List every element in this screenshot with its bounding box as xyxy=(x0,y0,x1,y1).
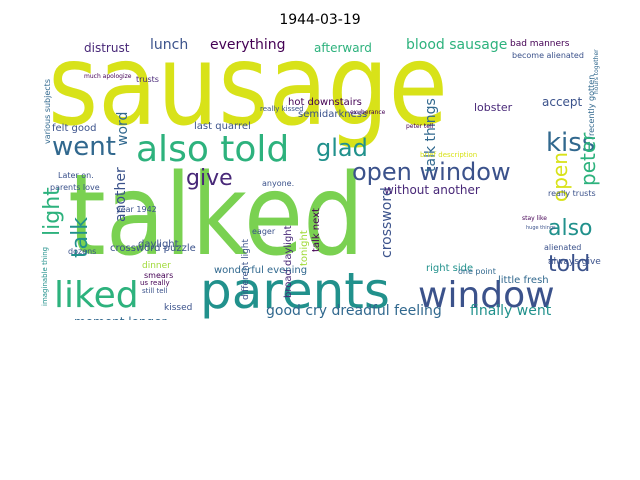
word-much-apologize: much apologize xyxy=(84,73,132,80)
word-crossword-puzzle: crossword puzzle xyxy=(110,243,196,254)
word-without-another: without another xyxy=(384,183,480,197)
word-eager: eager xyxy=(252,227,276,236)
word-smears: smears xyxy=(144,271,174,280)
word-dinner: dinner xyxy=(142,261,171,271)
word-moment-longer: moment longer xyxy=(74,316,166,320)
word-afterward: afterward xyxy=(314,41,372,55)
word-lobster: lobster xyxy=(474,101,513,114)
word-sausage: sausage xyxy=(48,36,448,151)
word-talk-things: talk things xyxy=(423,98,439,172)
word-liked: liked xyxy=(54,275,139,316)
word-brief-description: brief description xyxy=(420,151,478,159)
word-also-told: also told xyxy=(136,129,290,170)
word-crossword: crossword xyxy=(379,187,395,258)
word-year-1942: year 1942 xyxy=(116,205,157,214)
word-anyone: anyone. xyxy=(262,179,295,188)
word-last-quarrel: last quarrel xyxy=(194,121,251,132)
word-peter-tell: peter tell xyxy=(406,123,434,130)
word-glad: glad xyxy=(316,134,368,162)
word-felt-good: felt good xyxy=(52,123,97,134)
word-also: also xyxy=(548,216,593,241)
word-finally-went: finally went xyxy=(470,303,552,319)
word-talked: talked xyxy=(68,151,365,281)
word-broad-daylight: broad daylight xyxy=(283,225,294,298)
word-blood-sausage: blood sausage xyxy=(406,37,508,53)
word-alienated: alienated xyxy=(544,243,582,252)
word-light: light xyxy=(40,187,65,236)
word-really-trusts: really trusts xyxy=(548,189,596,198)
word-good-cry-dreadful-feeling: good cry dreadful feeling xyxy=(266,303,442,319)
word-window: window xyxy=(418,275,555,316)
word-bad-manners: bad manners xyxy=(510,39,570,49)
plot-title: 1944-03-19 xyxy=(279,12,361,28)
word-wonderful-evening: wonderful evening xyxy=(214,265,308,276)
word-dozens: dozens xyxy=(68,247,97,256)
word-really-kissed: really kissed xyxy=(260,105,304,113)
word-kiss: kiss xyxy=(546,128,596,158)
word-various-subjects: various subjects xyxy=(43,79,52,144)
word-imaginable-thing: imaginable thing xyxy=(41,246,49,306)
word-us-really: us really xyxy=(140,279,170,287)
word-distrust: distrust xyxy=(84,41,130,55)
word-cloud: sausage talked parents window liked also… xyxy=(40,36,608,320)
word-become-alienated: become alienated xyxy=(512,51,584,60)
word-later-on: Later on. xyxy=(58,171,94,180)
word-daylight: daylight xyxy=(138,239,179,250)
word-little-fresh: little fresh xyxy=(498,275,549,286)
word-went: went xyxy=(52,132,116,162)
word-hours-together: hours together xyxy=(593,49,600,94)
word-accept: accept xyxy=(542,95,583,109)
word-told: told xyxy=(548,252,591,277)
word-always-give: always give xyxy=(548,257,601,267)
word-parents-love: parents love xyxy=(50,183,100,192)
word-peter: peter xyxy=(576,132,600,186)
word-still-tell: still tell xyxy=(142,287,168,295)
word-word: word xyxy=(115,111,131,146)
word-semidarkness: semidarkness xyxy=(298,109,368,120)
word-tonight: tonight xyxy=(299,230,310,266)
word-hot-downstairs: hot downstairs xyxy=(288,97,362,108)
word-right-side: right side xyxy=(426,263,474,274)
word-everything: everything xyxy=(210,37,286,53)
word-give: give xyxy=(186,166,233,191)
word-huge-things: huge things xyxy=(526,225,556,231)
word-stay-like: stay like xyxy=(522,215,547,222)
word-one-point: one point xyxy=(458,267,496,276)
word-trusts: trusts xyxy=(136,75,159,84)
word-talk-next: talk next xyxy=(311,208,322,252)
word-open-window: open window xyxy=(352,158,511,186)
word-parents: parents xyxy=(200,262,390,320)
word-lunch: lunch xyxy=(150,37,189,53)
word-kissed: kissed xyxy=(164,303,193,313)
word-exuberance: exuberance xyxy=(350,109,386,116)
